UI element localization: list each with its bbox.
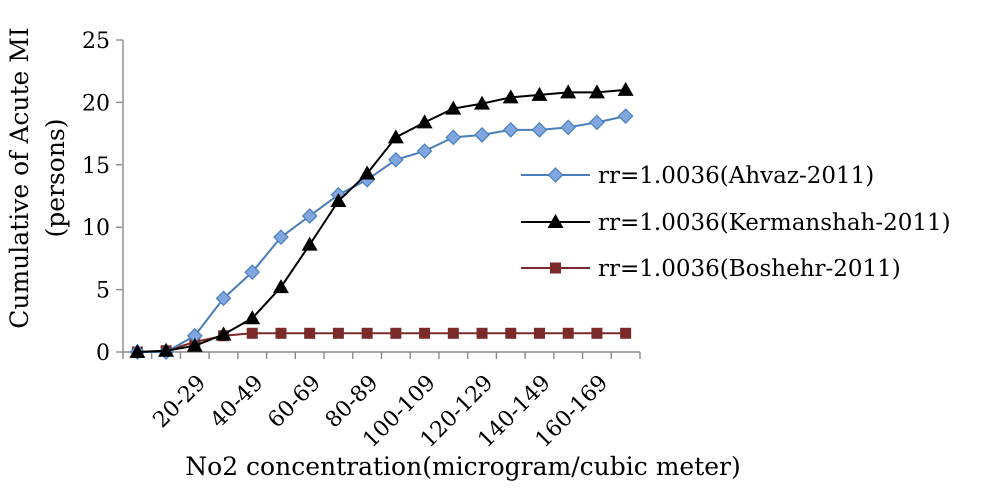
y-tick-label: 20 xyxy=(82,91,110,116)
data-point xyxy=(301,236,318,251)
series-line xyxy=(137,115,626,353)
data-point xyxy=(272,279,289,294)
y-tick-label: 10 xyxy=(82,216,110,241)
y-axis-label-line-1: Cumulative of Acute MI xyxy=(5,27,34,329)
legend-swatch-marker xyxy=(550,262,561,274)
legend: rr=1.0036(Ahvaz-2011) rr=1.0036(Kermansha… xyxy=(521,163,951,282)
data-point xyxy=(246,327,258,339)
data-point xyxy=(505,327,517,339)
legend-item-3: rr=1.0036(Boshehr-2011) xyxy=(521,256,901,282)
data-point xyxy=(215,326,232,341)
data-point xyxy=(158,342,175,357)
y-axis-label: Cumulative of Acute MI (persons) xyxy=(5,27,70,329)
data-point xyxy=(244,264,261,280)
x-tick-label: 60-69 xyxy=(263,371,326,434)
legend-swatch-marker xyxy=(547,214,564,228)
legend-label: rr=1.0036(Boshehr-2011) xyxy=(598,256,901,282)
data-point xyxy=(560,119,577,136)
data-point xyxy=(560,84,577,99)
data-point xyxy=(387,129,404,144)
data-point xyxy=(588,84,605,99)
legend-label: rr=1.0036(Ahvaz-2011) xyxy=(598,163,874,189)
data-point xyxy=(419,327,431,339)
data-point xyxy=(474,95,491,110)
data-point xyxy=(215,290,232,307)
data-point xyxy=(531,86,548,101)
data-point xyxy=(388,151,404,168)
legend-label: rr=1.0036(Kermanshah-2011) xyxy=(598,210,951,236)
series-2 xyxy=(129,81,634,358)
data-point xyxy=(502,122,519,138)
data-point xyxy=(502,89,519,104)
data-point xyxy=(474,126,490,143)
data-point xyxy=(617,81,634,96)
x-tick-label: 40-49 xyxy=(206,371,269,434)
series-1 xyxy=(129,108,634,360)
data-point xyxy=(445,100,462,115)
data-point xyxy=(447,327,459,339)
data-point xyxy=(390,327,402,339)
y-axis-ticks: 0 5 10 15 20 25 xyxy=(82,29,123,366)
data-point xyxy=(244,310,261,325)
legend-item-1: rr=1.0036(Ahvaz-2011) xyxy=(521,163,874,189)
data-point xyxy=(617,108,634,124)
data-point xyxy=(589,114,605,131)
y-tick-label: 25 xyxy=(82,29,110,54)
data-point xyxy=(330,192,347,207)
data-point xyxy=(416,114,433,129)
data-point xyxy=(186,337,203,352)
data-point xyxy=(275,327,287,339)
data-point xyxy=(332,327,344,339)
y-tick-label: 0 xyxy=(96,341,110,366)
x-tick-label: 20-29 xyxy=(149,371,212,434)
data-point xyxy=(361,327,373,339)
data-point xyxy=(301,208,318,224)
data-point xyxy=(591,327,603,339)
data-point xyxy=(129,344,146,358)
data-point xyxy=(273,229,289,246)
x-axis-ticks: 20-2940-4960-6980-89100-109120-129140-14… xyxy=(122,352,641,453)
y-tick-label: 15 xyxy=(82,154,110,179)
legend-item-2: rr=1.0036(Kermanshah-2011) xyxy=(521,210,951,236)
data-point xyxy=(531,122,548,138)
y-axis-label-line-2: (persons) xyxy=(41,118,70,237)
data-point xyxy=(533,327,545,339)
data-point xyxy=(476,327,488,339)
series-layer xyxy=(129,81,634,360)
data-point xyxy=(416,143,433,159)
data-point xyxy=(359,165,376,180)
data-point xyxy=(562,327,574,339)
data-point xyxy=(304,327,316,339)
x-axis-label: No2 concentration(microgram/cubic meter) xyxy=(185,452,740,481)
axes xyxy=(122,40,640,353)
data-point xyxy=(445,129,462,146)
y-tick-label: 5 xyxy=(96,279,110,304)
legend-swatch-marker xyxy=(547,167,564,183)
series-line xyxy=(137,332,626,353)
data-point xyxy=(620,327,632,339)
